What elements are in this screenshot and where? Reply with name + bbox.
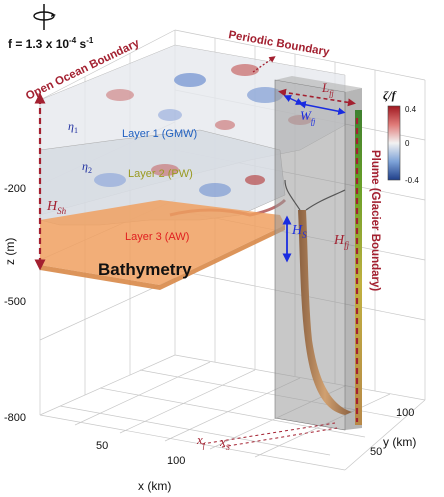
eta1-symbol: η1 bbox=[68, 119, 78, 135]
plume-boundary-label: Plume (Glacier Boundary) bbox=[369, 150, 381, 291]
x-f-symbol: xf bbox=[196, 432, 207, 450]
x-tick-label: 50 bbox=[96, 440, 108, 452]
y-axis: 50 100 y (km) bbox=[370, 407, 416, 458]
h-fj-symbol: Hfj bbox=[333, 233, 350, 250]
z-tick-label: -500 bbox=[4, 296, 26, 308]
colorbar: ζ/f 0.4 0 -0.4 bbox=[383, 88, 419, 185]
colorbar-tick-mid: 0 bbox=[405, 139, 410, 148]
z-axis-label: z (m) bbox=[3, 238, 17, 265]
x-axis: 50 100 x (km) bbox=[96, 440, 185, 493]
z-tick-label: -200 bbox=[4, 183, 26, 195]
x-tick-label: 100 bbox=[167, 455, 185, 467]
x-axis-label: x (km) bbox=[138, 479, 171, 493]
colorbar-tick-bottom: -0.4 bbox=[405, 176, 419, 185]
l-fj-symbol: Lfj bbox=[321, 80, 334, 98]
y-tick-label: 50 bbox=[370, 446, 382, 458]
colorbar-gradient bbox=[387, 105, 401, 181]
layer2-surface bbox=[39, 129, 287, 226]
blue-arrows bbox=[282, 95, 346, 263]
bathymetry-block bbox=[40, 200, 285, 290]
h-s-symbol: HS bbox=[291, 223, 307, 240]
rotation-icon bbox=[33, 4, 56, 30]
h-sh-symbol: HSh bbox=[46, 199, 67, 216]
glacier-wall bbox=[355, 110, 362, 425]
z-axis: -200 -500 -800 z (m) bbox=[3, 183, 26, 424]
z-tick-label: -800 bbox=[4, 412, 26, 424]
plume-shape bbox=[298, 210, 352, 415]
periodic-boundary-label: Periodic Boundary bbox=[227, 29, 330, 59]
y-axis-label: y (km) bbox=[383, 435, 416, 449]
y-tick-label: 100 bbox=[396, 407, 414, 419]
colorbar-tick-top: 0.4 bbox=[405, 105, 417, 114]
coriolis-label: f = 1.3 x 10-4 s-1 bbox=[8, 36, 94, 51]
eta2-symbol: η2 bbox=[82, 159, 92, 175]
colorbar-label: ζ/f bbox=[383, 88, 397, 102]
bathymetry-label: Bathymetry bbox=[98, 260, 192, 279]
layer1-label: Layer 1 (GMW) bbox=[122, 128, 197, 140]
x-s-symbol: xS bbox=[219, 434, 230, 452]
w-fj-symbol: Wfj bbox=[300, 108, 316, 126]
layer3-label: Layer 3 (AW) bbox=[125, 231, 189, 243]
plume-outflow bbox=[284, 179, 346, 211]
layer2-label: Layer 2 (PW) bbox=[128, 168, 193, 180]
